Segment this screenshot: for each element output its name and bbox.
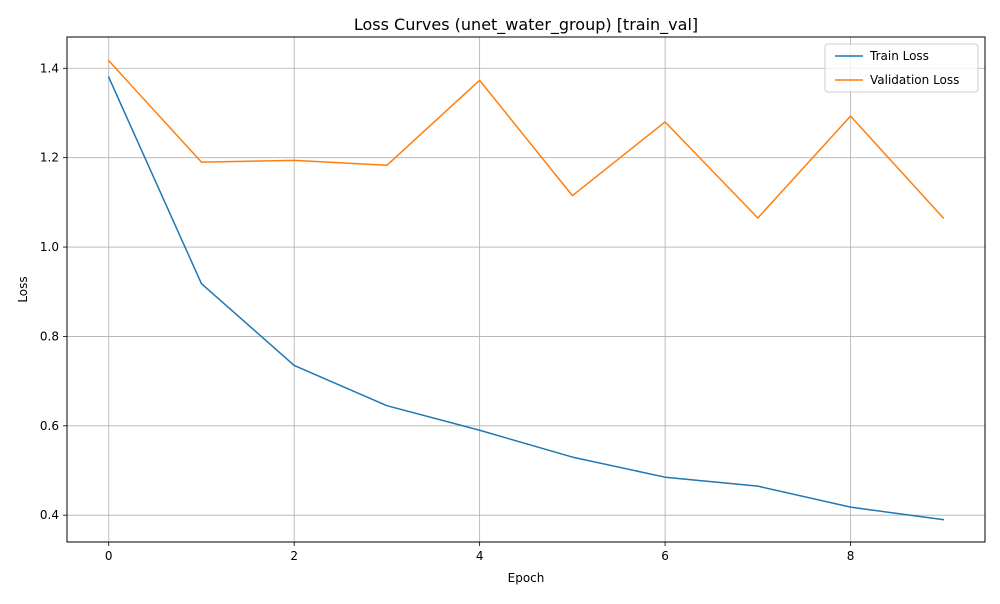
y-tick-label: 1.4 xyxy=(40,61,59,75)
series-line-validation-loss xyxy=(107,59,945,220)
legend-label-validation-loss: Validation Loss xyxy=(870,73,959,87)
plot-frame xyxy=(66,36,986,543)
y-tick-label: 0.6 xyxy=(40,419,59,433)
x-tick-label: 6 xyxy=(661,549,669,563)
y-tick-label: 0.8 xyxy=(40,329,59,343)
series-layer xyxy=(107,59,945,521)
x-tick-label: 8 xyxy=(847,549,855,563)
legend: Train Loss Validation Loss xyxy=(824,43,979,93)
series-line-train-loss xyxy=(107,76,945,521)
y-tick-label: 1.0 xyxy=(40,240,59,254)
legend-label-train-loss: Train Loss xyxy=(869,49,929,63)
x-tick-label: 2 xyxy=(290,549,298,563)
tick-layer: 0 2 4 6 8 0.4 0.6 0.8 1.0 1.2 1.4 xyxy=(40,61,854,563)
y-tick-label: 1.2 xyxy=(40,151,59,165)
x-tick-label: 4 xyxy=(476,549,484,563)
legend-box xyxy=(824,43,979,93)
y-tick-label: 0.4 xyxy=(40,508,59,522)
x-axis-label: Epoch xyxy=(508,571,545,585)
y-axis-label: Loss xyxy=(16,276,30,302)
x-tick-label: 0 xyxy=(105,549,113,563)
chart-title: Loss Curves (unet_water_group) [train_va… xyxy=(354,15,698,35)
